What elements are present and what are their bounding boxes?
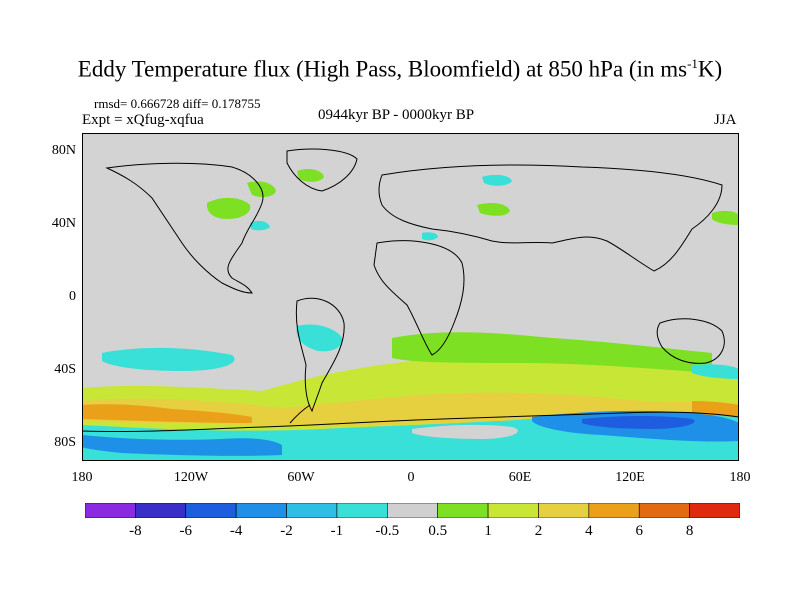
y-label-40s: 40S bbox=[54, 362, 76, 377]
x-label-180e: 180 bbox=[729, 470, 751, 485]
flux-patch-green-north-atlantic bbox=[206, 197, 251, 219]
colorbar-label: 2 bbox=[534, 523, 543, 539]
flux-band-blue-antarctic-west bbox=[82, 435, 282, 456]
colorbar-label: -2 bbox=[280, 523, 293, 539]
colorbar-box bbox=[286, 503, 338, 518]
title-unit: K) bbox=[697, 56, 723, 82]
flux-patch-green-siberia bbox=[477, 203, 510, 216]
flux-band-deep-orange-south bbox=[82, 404, 252, 423]
x-label-180w: 180 bbox=[71, 470, 93, 485]
colorbar-box bbox=[387, 503, 438, 518]
coastlines bbox=[82, 148, 739, 433]
coast-africa bbox=[373, 240, 465, 356]
colorbar-label: 6 bbox=[635, 523, 643, 539]
x-label-60w: 60W bbox=[287, 470, 315, 485]
coast-greenland bbox=[286, 148, 358, 192]
flux-patch-green-pacific-east bbox=[712, 210, 739, 225]
colorbar-box bbox=[538, 503, 590, 518]
colorbar-box bbox=[588, 503, 640, 518]
colorbar-label: -6 bbox=[179, 523, 193, 539]
flux-patch-cyan-atlantic bbox=[250, 220, 270, 231]
period-label: 0944kyr BP - 0000kyr BP bbox=[318, 107, 475, 123]
x-label-120e: 120E bbox=[615, 470, 645, 485]
flux-patch-green-hudson bbox=[297, 169, 324, 182]
colorbar-box bbox=[135, 503, 187, 518]
colorbar-label: 0.5 bbox=[428, 523, 448, 539]
colorbar-box bbox=[85, 503, 136, 518]
season-label: JJA bbox=[714, 112, 737, 128]
coast-eurasia bbox=[378, 164, 723, 272]
coast-antarctica bbox=[82, 411, 739, 433]
colorbar bbox=[85, 503, 740, 518]
coast-antarctic-peninsula bbox=[289, 404, 311, 424]
antarctic-grey-patch bbox=[412, 424, 518, 439]
colorbar-label: -8 bbox=[129, 523, 142, 539]
colorbar-label: 8 bbox=[685, 523, 694, 539]
y-label-40n: 40N bbox=[51, 216, 76, 231]
title-text: Eddy Temperature flux (High Pass, Bloomf… bbox=[77, 56, 688, 82]
flux-band-darkblue-antarctic bbox=[582, 416, 695, 429]
coast-south-america bbox=[295, 297, 345, 413]
colorbar-box bbox=[185, 503, 237, 518]
colorbar-box bbox=[235, 503, 287, 518]
colorbar-box bbox=[638, 503, 690, 518]
coast-australia bbox=[656, 318, 725, 364]
y-label-80s: 80S bbox=[54, 435, 76, 450]
flux-patch-cyan-mediterranean bbox=[422, 232, 438, 241]
colorbar-box bbox=[437, 503, 489, 518]
y-label-80n: 80N bbox=[51, 143, 76, 158]
map-plot bbox=[82, 133, 739, 461]
map-border bbox=[82, 133, 739, 461]
x-label-60e: 60E bbox=[508, 470, 532, 485]
colorbar-label: -0.5 bbox=[375, 523, 400, 539]
colorbar-label: 4 bbox=[585, 523, 593, 539]
flux-band-cyan-south-atlantic bbox=[296, 324, 343, 352]
coast-north-america bbox=[105, 162, 264, 294]
stats-label: rmsd= 0.666728 diff= 0.178755 bbox=[94, 96, 261, 111]
flux-band-green-south-indian bbox=[392, 332, 712, 373]
title-superscript: -1 bbox=[687, 56, 698, 71]
chart-title: Eddy Temperature flux (High Pass, Bloomf… bbox=[0, 56, 800, 83]
x-label-120w: 120W bbox=[173, 470, 209, 485]
flux-patch-cyan-arctic bbox=[482, 174, 512, 186]
colorbar-box bbox=[689, 503, 740, 518]
colorbar-box bbox=[487, 503, 539, 518]
colorbar-box bbox=[336, 503, 388, 518]
x-label-0: 0 bbox=[407, 470, 415, 485]
flux-band-cyan-south-east bbox=[692, 364, 739, 379]
colorbar-label: -4 bbox=[229, 523, 243, 539]
y-label-0: 0 bbox=[69, 289, 76, 304]
colorbar-label: -1 bbox=[330, 523, 344, 539]
colorbar-label: 1 bbox=[484, 523, 492, 539]
flux-band-cyan-south-pacific bbox=[102, 347, 235, 371]
experiment-label: Expt = xQfug-xqfua bbox=[82, 112, 204, 128]
